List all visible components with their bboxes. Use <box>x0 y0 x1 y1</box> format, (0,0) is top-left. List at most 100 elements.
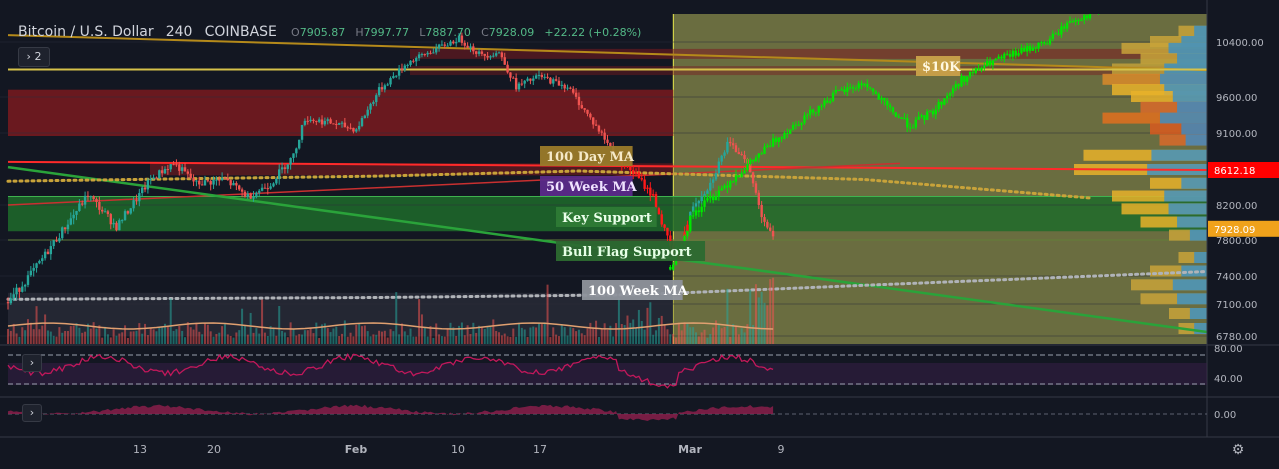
candle-67 <box>198 180 201 185</box>
volume-bar-137 <box>398 334 401 344</box>
volume-bar-26 <box>81 332 84 344</box>
volume-bar-1 <box>9 330 12 344</box>
candle-80 <box>235 183 238 186</box>
projected-candle-364 <box>1045 43 1049 45</box>
candle-35 <box>106 211 110 215</box>
candle-227 <box>654 194 658 209</box>
volume-bar-71 <box>209 331 212 344</box>
volume-bar-11 <box>38 329 41 344</box>
volume-bar-160 <box>463 335 466 344</box>
candle-66 <box>195 180 198 182</box>
candle-153 <box>443 44 446 46</box>
candle-118 <box>343 122 347 128</box>
vp-bar-9 <box>1102 112 1207 124</box>
candle-230 <box>663 224 666 228</box>
volume-bar-185 <box>535 327 538 344</box>
volume-bar-219 <box>632 319 635 344</box>
candle-78 <box>229 180 232 186</box>
settings-gear-icon[interactable]: ⚙ <box>1232 442 1245 458</box>
candle-53 <box>158 170 161 179</box>
momentum-tick-0: 0.00 <box>1214 410 1236 421</box>
volume-bar-46 <box>138 323 141 344</box>
candle-19 <box>61 227 64 239</box>
candle-220 <box>634 172 638 174</box>
candle-132 <box>383 85 387 90</box>
volume-bar-83 <box>243 325 246 344</box>
vp-bar-blue-24 <box>1194 323 1207 334</box>
rsi-pane-collapse-button[interactable]: › <box>22 354 42 372</box>
volume-bar-5 <box>21 327 24 344</box>
volume-bar-187 <box>540 324 543 344</box>
candle-48 <box>143 187 147 190</box>
candle-125 <box>363 115 367 119</box>
volume-bar-48 <box>144 323 147 344</box>
candle-57 <box>169 164 172 170</box>
projected-candle-267 <box>769 145 772 147</box>
candle-30 <box>92 196 95 199</box>
volume-ma-line <box>7 322 774 330</box>
indicators-collapse-button[interactable]: › 2 <box>18 47 50 67</box>
label-ten-k-bg <box>916 56 961 76</box>
volume-bar-172 <box>498 332 501 344</box>
volume-bar-182 <box>526 336 529 344</box>
low-value: 7887.70 <box>425 26 471 39</box>
projected-candle-317 <box>911 127 915 129</box>
candle-96 <box>280 167 284 170</box>
time-tick-6: 9 <box>778 443 785 456</box>
volume-bar-113 <box>329 332 332 344</box>
volume-bar-189 <box>546 284 549 344</box>
candle-188 <box>543 76 546 78</box>
candle-161 <box>466 45 469 48</box>
volume-bar-100 <box>292 329 295 344</box>
projected-candle-285 <box>820 105 823 107</box>
volume-bar-158 <box>458 325 461 344</box>
candle-117 <box>340 122 344 124</box>
projected-candle-354 <box>1017 53 1020 56</box>
projected-candle-372 <box>1068 21 1072 23</box>
projected-candle-279 <box>803 115 806 124</box>
vp-bar-1 <box>1150 36 1207 47</box>
volume-bar-125 <box>363 325 366 344</box>
descending-resistance-line <box>7 34 1207 72</box>
candle-109 <box>317 119 321 122</box>
projected-candle-332 <box>954 84 957 89</box>
volume-bar-173 <box>500 335 503 344</box>
volume-bar-119 <box>346 336 349 344</box>
volume-bar-37 <box>112 329 115 344</box>
volume-bar-205 <box>592 327 595 344</box>
projected-candle-312 <box>897 116 900 118</box>
volume-bar-74 <box>218 332 221 344</box>
candle-187 <box>540 74 544 78</box>
volume-bar-167 <box>483 329 486 344</box>
candle-75 <box>220 178 224 181</box>
projected-candle-239 <box>689 215 692 232</box>
volume-bar-163 <box>472 322 475 344</box>
candle-193 <box>557 80 561 86</box>
volume-bar-191 <box>552 327 555 344</box>
symbol-name[interactable]: Bitcoin / U.S. Dollar <box>18 24 154 40</box>
candle-113 <box>329 119 332 124</box>
candle-172 <box>497 52 501 54</box>
candle-252 <box>726 141 729 153</box>
momentum-pane-collapse-button[interactable]: › <box>22 404 42 422</box>
projected-candle-340 <box>977 68 980 71</box>
vp-bar-17 <box>1140 216 1207 228</box>
volume-bar-89 <box>261 299 264 344</box>
vp-bar-blue-14 <box>1181 177 1207 189</box>
volume-bar-214 <box>617 297 620 344</box>
volume-bar-36 <box>109 337 112 344</box>
volume-bar-56 <box>166 326 169 344</box>
vp-bar-blue-5 <box>1159 73 1207 85</box>
candle-49 <box>146 179 150 190</box>
candle-32 <box>98 201 101 210</box>
candle-7 <box>26 275 30 285</box>
candle-24 <box>75 210 78 215</box>
candle-189 <box>546 76 549 78</box>
projected-candle-314 <box>903 118 906 120</box>
vp-bar-24 <box>1178 323 1207 334</box>
volume-bar-107 <box>312 333 315 344</box>
interval-label[interactable]: 240 <box>165 24 193 40</box>
vp-bar-blue-0 <box>1194 25 1207 37</box>
candle-159 <box>460 35 464 43</box>
